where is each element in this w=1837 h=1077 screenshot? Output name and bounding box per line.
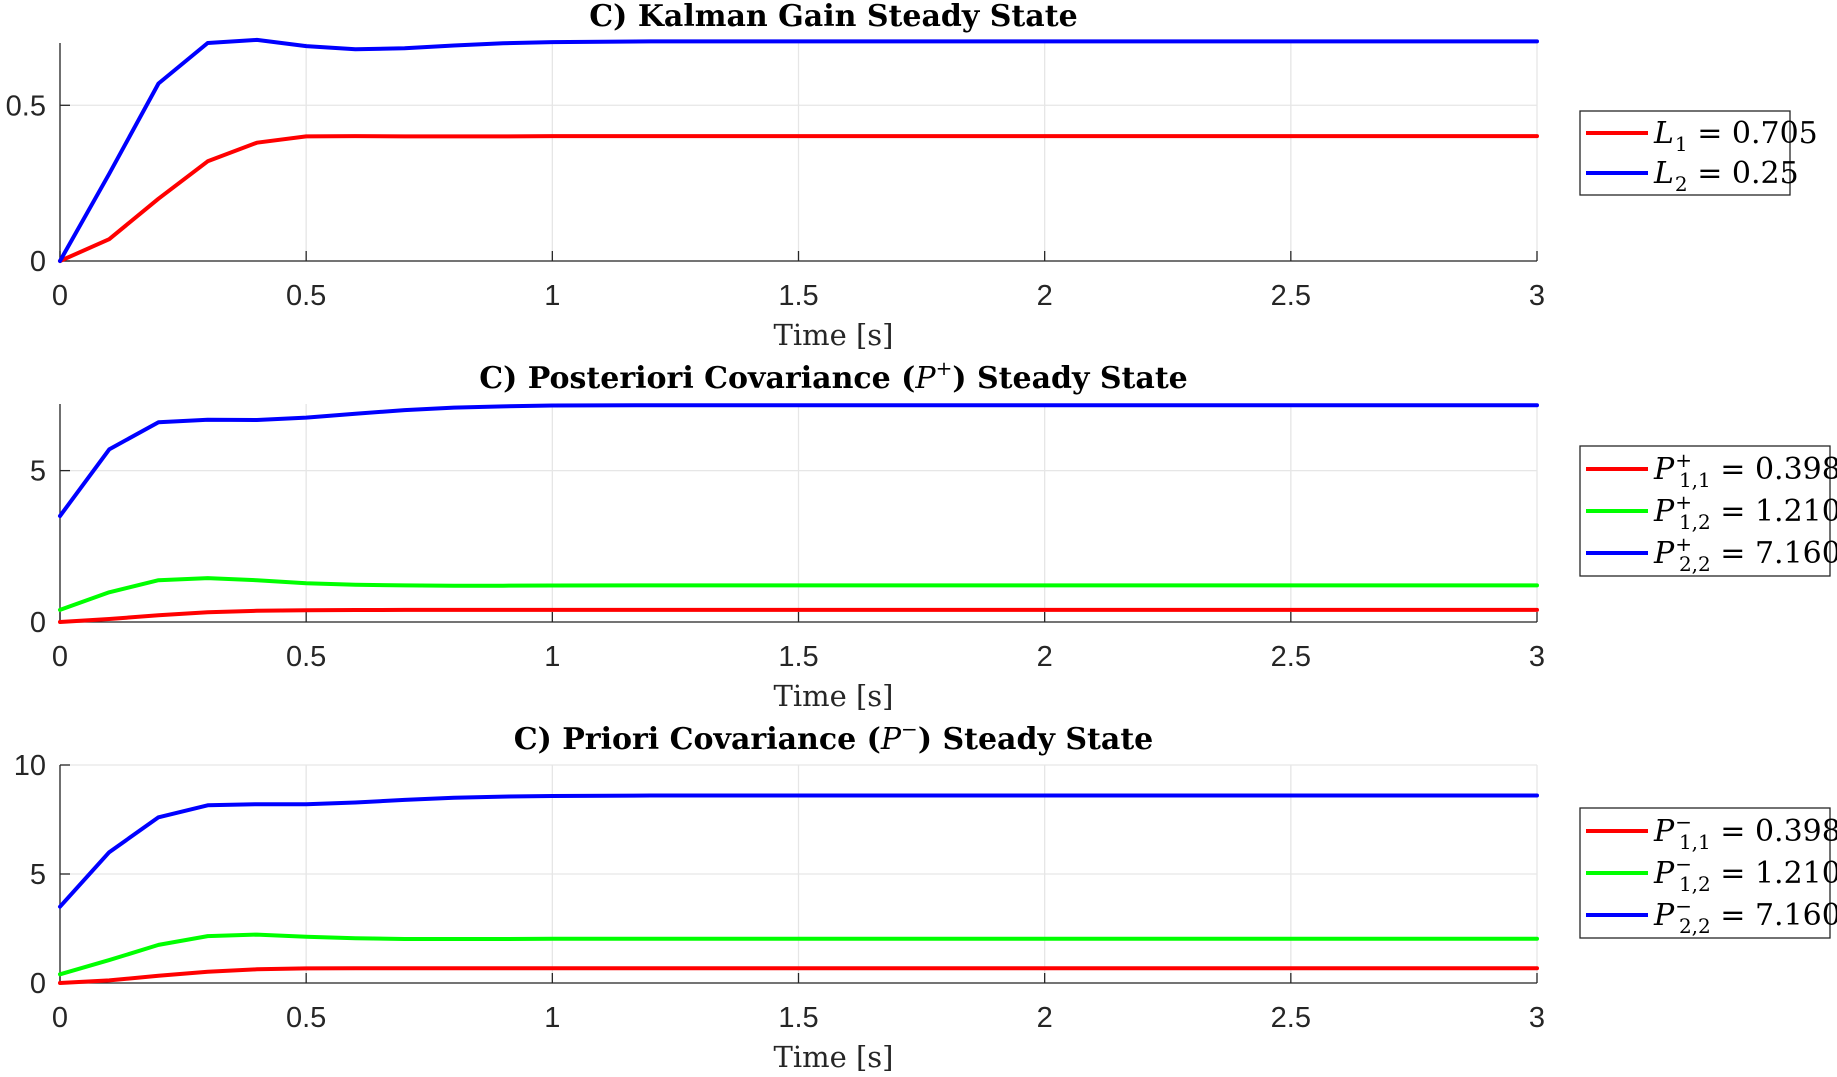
legend-superscript: + bbox=[1675, 490, 1692, 514]
legend-value: = 7.160 bbox=[1711, 536, 1837, 571]
series-line bbox=[58, 793, 1539, 909]
legend-value: = 7.160 bbox=[1711, 898, 1837, 933]
x-tick-label: 2 bbox=[1037, 1002, 1053, 1034]
x-axis-label: Time [s] bbox=[773, 679, 893, 713]
y-tick-label: 5 bbox=[30, 859, 46, 891]
x-tick-label: 1.5 bbox=[778, 1002, 818, 1034]
legend-subscript: 1,2 bbox=[1679, 510, 1711, 534]
x-tick-label: 0 bbox=[52, 280, 68, 312]
series-line bbox=[58, 966, 1539, 985]
x-tick-label: 2.5 bbox=[1271, 641, 1311, 673]
legend-entry: P− 1,1 = 0.398 bbox=[1653, 810, 1837, 854]
chart-title-superscript: + bbox=[936, 356, 953, 380]
chart-title-superscript: − bbox=[901, 717, 918, 741]
x-tick-label: 2.5 bbox=[1271, 1002, 1311, 1034]
series-line bbox=[58, 37, 1539, 263]
chart-title-symbol: P bbox=[914, 361, 936, 396]
legend-subscript: 1 bbox=[1675, 132, 1688, 156]
chart-title: C) Posteriori Covariance (P+) Steady Sta… bbox=[479, 356, 1188, 396]
x-tick-label: 1 bbox=[544, 641, 560, 673]
y-tick-label: 0 bbox=[30, 607, 46, 639]
legend-entry: L1 = 0.705 bbox=[1653, 116, 1818, 156]
legend-entry: P+ 2,2 = 7.160 bbox=[1653, 532, 1837, 576]
legend-entry: P+ 1,1 = 0.398 bbox=[1653, 448, 1837, 492]
chart-title: C) Kalman Gain Steady State bbox=[589, 0, 1077, 34]
legend-entry: P+ 1,2 = 1.210 bbox=[1653, 490, 1837, 534]
series-line bbox=[58, 576, 1539, 612]
legend-superscript: − bbox=[1675, 810, 1692, 834]
x-tick-label: 0.5 bbox=[286, 641, 326, 673]
series-line bbox=[58, 932, 1539, 977]
x-axis-label: Time [s] bbox=[773, 318, 893, 352]
x-tick-label: 2 bbox=[1037, 280, 1053, 312]
legend-symbol: L bbox=[1653, 116, 1674, 151]
x-tick-label: 2 bbox=[1037, 641, 1053, 673]
legend-superscript: − bbox=[1675, 894, 1692, 918]
legend-symbol: P bbox=[1653, 452, 1675, 487]
legend-subscript: 1,1 bbox=[1679, 830, 1711, 854]
legend-value: = 0.25 bbox=[1688, 156, 1799, 191]
y-tick-label: 0 bbox=[30, 968, 46, 1000]
x-tick-label: 0 bbox=[52, 1002, 68, 1034]
legend-symbol: L bbox=[1653, 156, 1674, 191]
x-tick-label: 0 bbox=[52, 641, 68, 673]
legend-subscript: 2,2 bbox=[1679, 914, 1711, 938]
chart-title-text: ) Steady State bbox=[952, 361, 1187, 396]
x-tick-label: 1 bbox=[544, 1002, 560, 1034]
legend-superscript: − bbox=[1675, 852, 1692, 876]
legend-symbol: P bbox=[1653, 856, 1675, 891]
x-axis-label: Time [s] bbox=[773, 1040, 893, 1074]
x-tick-label: 2.5 bbox=[1271, 280, 1311, 312]
y-tick-label: 0 bbox=[30, 246, 46, 278]
chart-panel-2: 0 0.5 1 1.5 2 2.5 3 0 5 Time [s] C) Posteriori Cov… bbox=[30, 356, 1837, 713]
series-line bbox=[58, 134, 1539, 263]
y-tick-label: 0.5 bbox=[6, 90, 46, 122]
legend-symbol: P bbox=[1653, 536, 1675, 571]
chart-title-text: ) Steady State bbox=[918, 722, 1153, 757]
x-tick-label: 1 bbox=[544, 280, 560, 312]
x-tick-label: 3 bbox=[1529, 641, 1545, 673]
legend-value: = 1.210 bbox=[1711, 856, 1837, 891]
chart-panel-1: 0 0.5 1 1.5 2 2.5 3 0 0.5 Time [s] C) Kalman Gain … bbox=[6, 0, 1818, 352]
x-tick-label: 3 bbox=[1529, 280, 1545, 312]
legend-entry: P− 1,2 = 1.210 bbox=[1653, 852, 1837, 896]
x-tick-label: 0.5 bbox=[286, 1002, 326, 1034]
y-tick-label: 5 bbox=[30, 456, 46, 488]
legend-symbol: P bbox=[1653, 814, 1675, 849]
legend-subscript: 1,2 bbox=[1679, 872, 1711, 896]
chart-title-text: C) Posteriori Covariance ( bbox=[479, 361, 915, 396]
chart-panel-3: 0 0.5 1 1.5 2 2.5 3 0 5 10 Time [s] C) Priori Covar… bbox=[14, 717, 1837, 1074]
legend-superscript: + bbox=[1675, 448, 1692, 472]
legend-subscript: 1,1 bbox=[1679, 468, 1711, 492]
y-tick-label: 10 bbox=[14, 750, 46, 782]
x-tick-label: 1.5 bbox=[778, 280, 818, 312]
legend-value: = 0.398 bbox=[1711, 452, 1837, 487]
legend-symbol: P bbox=[1653, 898, 1675, 933]
legend-symbol: P bbox=[1653, 494, 1675, 529]
legend-entry: L2 = 0.25 bbox=[1653, 156, 1799, 196]
legend-value: = 1.210 bbox=[1711, 494, 1837, 529]
legend-superscript: + bbox=[1675, 532, 1692, 556]
chart-title-symbol: P bbox=[880, 722, 902, 757]
legend-box bbox=[1579, 110, 1791, 196]
legend-value: = 0.398 bbox=[1711, 814, 1837, 849]
x-tick-label: 1.5 bbox=[778, 641, 818, 673]
legend-subscript: 2,2 bbox=[1679, 552, 1711, 576]
legend-entry: P− 2,2 = 7.160 bbox=[1653, 894, 1837, 938]
x-tick-label: 0.5 bbox=[286, 280, 326, 312]
chart-title: C) Priori Covariance (P−) Steady State bbox=[514, 717, 1154, 757]
chart-title-text: C) Priori Covariance ( bbox=[514, 722, 881, 757]
legend-value: = 0.705 bbox=[1688, 116, 1818, 151]
legend-subscript: 2 bbox=[1675, 172, 1688, 196]
x-tick-label: 3 bbox=[1529, 1002, 1545, 1034]
series-line bbox=[58, 403, 1539, 518]
series-line bbox=[58, 607, 1539, 624]
